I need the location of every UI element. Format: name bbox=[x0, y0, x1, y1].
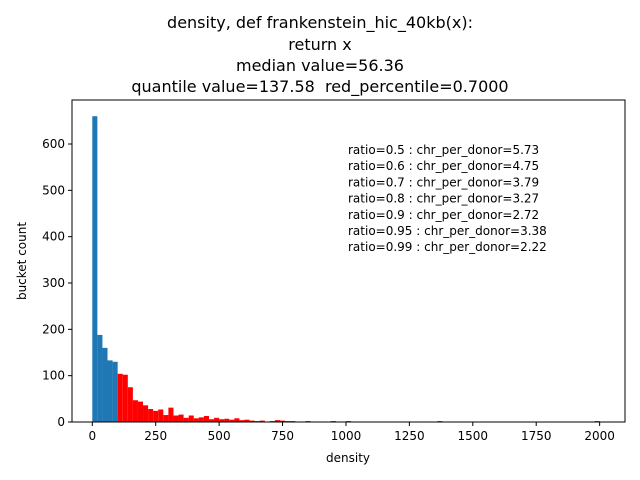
y-tick-label: 200 bbox=[42, 322, 65, 336]
y-tick-label: 300 bbox=[42, 276, 65, 290]
histogram-bar bbox=[188, 415, 194, 422]
histogram-bar bbox=[107, 360, 113, 422]
histogram-bar bbox=[208, 419, 215, 422]
histogram-bar bbox=[183, 417, 189, 422]
histogram-bar bbox=[224, 418, 230, 422]
histogram-bar bbox=[193, 418, 199, 422]
chart-title-line-4: quantile value=137.58 red_percentile=0.7… bbox=[131, 77, 509, 96]
histogram-bar bbox=[198, 417, 204, 422]
histogram-bar bbox=[219, 419, 225, 422]
x-tick-label: 500 bbox=[208, 429, 231, 443]
histogram-bar bbox=[112, 361, 118, 422]
y-tick-label: 600 bbox=[42, 137, 65, 151]
x-tick-label: 250 bbox=[144, 429, 167, 443]
histogram-bar bbox=[143, 405, 149, 422]
annotation-line: ratio=0.5 : chr_per_donor=5.73 bbox=[348, 143, 539, 157]
histogram-bar bbox=[158, 409, 164, 422]
x-tick-label: 1000 bbox=[331, 429, 362, 443]
histogram-bar bbox=[259, 420, 265, 422]
x-tick-label: 0 bbox=[88, 429, 96, 443]
x-tick-label: 1250 bbox=[394, 429, 425, 443]
annotation-line: ratio=0.9 : chr_per_donor=2.72 bbox=[348, 208, 539, 222]
histogram-bar bbox=[102, 347, 108, 422]
x-tick-label: 2000 bbox=[584, 429, 615, 443]
y-tick-label: 400 bbox=[42, 230, 65, 244]
y-tick-label: 100 bbox=[42, 369, 65, 383]
histogram-bar bbox=[249, 420, 255, 422]
histogram-bar bbox=[127, 387, 133, 422]
histogram-bar bbox=[244, 419, 250, 422]
histogram-bar bbox=[132, 400, 138, 422]
y-axis-ticks: 0 100 200 300 400 500 600 bbox=[42, 137, 72, 429]
x-tick-label: 750 bbox=[271, 429, 294, 443]
histogram-bar bbox=[234, 418, 240, 422]
histogram-bar bbox=[168, 407, 174, 422]
chart-title-line-3: median value=56.36 bbox=[236, 56, 404, 75]
annotation-line: ratio=0.95 : chr_per_donor=3.38 bbox=[348, 224, 547, 238]
histogram-bar bbox=[229, 419, 235, 422]
histogram-bar bbox=[122, 374, 128, 422]
x-tick-label: 1500 bbox=[458, 429, 489, 443]
histogram-bar bbox=[178, 414, 184, 422]
histogram-bar bbox=[239, 420, 245, 422]
x-axis-ticks: 0 250 500 750 1000 1250 1500 1750 2000 bbox=[88, 422, 615, 443]
histogram-bar bbox=[153, 410, 159, 422]
histogram-bars bbox=[92, 116, 600, 422]
y-tick-label: 500 bbox=[42, 183, 65, 197]
annotation-line: ratio=0.8 : chr_per_donor=3.27 bbox=[348, 192, 539, 206]
histogram-bar bbox=[214, 417, 220, 422]
chart-title-line-1: density, def frankenstein_hic_40kb(x): bbox=[167, 13, 473, 32]
histogram-bar bbox=[173, 415, 179, 422]
histogram-bar bbox=[203, 415, 209, 422]
x-tick-label: 1750 bbox=[521, 429, 552, 443]
histogram-bar bbox=[280, 420, 286, 422]
histogram-bar bbox=[137, 401, 144, 422]
y-axis-label: bucket count bbox=[15, 222, 29, 300]
histogram-bar bbox=[117, 373, 123, 422]
axes-frame bbox=[71, 99, 626, 423]
histogram-bar bbox=[274, 420, 281, 422]
annotation-line: ratio=0.7 : chr_per_donor=3.79 bbox=[348, 175, 539, 189]
histogram-bar bbox=[97, 334, 103, 422]
annotation-line: ratio=0.6 : chr_per_donor=4.75 bbox=[348, 159, 539, 173]
annotation-line: ratio=0.99 : chr_per_donor=2.22 bbox=[348, 240, 547, 254]
x-axis-label: density bbox=[326, 451, 370, 465]
y-tick-label: 0 bbox=[57, 415, 65, 429]
histogram-bar bbox=[92, 116, 98, 422]
histogram-bar bbox=[148, 409, 154, 422]
ratio-annotation: ratio=0.5 : chr_per_donor=5.73 ratio=0.6 … bbox=[348, 143, 547, 254]
histogram-bar bbox=[163, 415, 169, 422]
chart-title-line-2: return x bbox=[288, 35, 352, 54]
